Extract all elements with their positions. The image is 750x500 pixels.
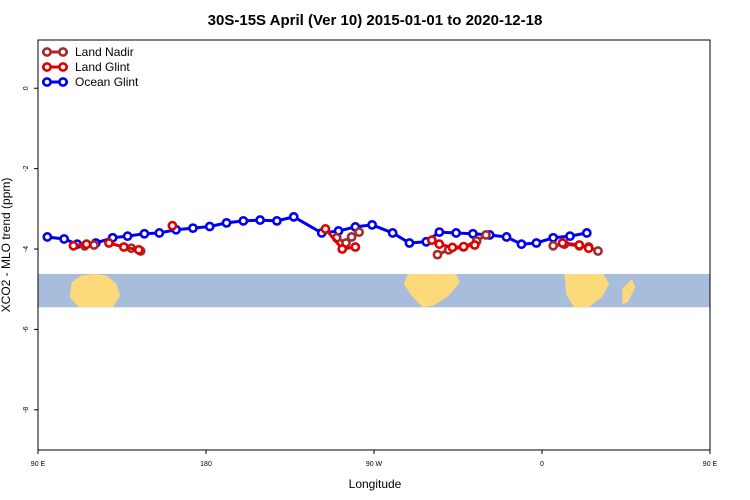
data-point-land-glint (118, 242, 129, 252)
data-point-ocean-glint (204, 221, 215, 232)
data-point-ocean-glint (42, 232, 53, 242)
data-point-land-glint (447, 242, 458, 253)
y-axis: 0 -2 -4 -6 -8 (23, 86, 38, 413)
legend-marker-land-nadir (58, 47, 68, 57)
data-point-land-glint (458, 241, 469, 252)
data-point-ocean-glint (404, 238, 415, 248)
land-africa (564, 273, 610, 308)
data-point-ocean-glint (122, 231, 133, 242)
series-land-glint (68, 220, 594, 255)
y-tick-label: -4 (23, 246, 30, 252)
legend-label-land-glint: Land Glint (75, 60, 130, 74)
x-tick-label: 90 E (31, 461, 46, 468)
data-point-land-glint (426, 235, 437, 246)
data-point-ocean-glint (565, 231, 575, 242)
data-point-ocean-glint (154, 228, 165, 238)
x-axis: 90 E 180 90 W 0 90 E (31, 450, 718, 468)
data-point-ocean-glint (581, 228, 592, 238)
ocean-band (38, 273, 710, 308)
data-point-ocean-glint (238, 215, 249, 226)
x-tick-label: 0 (540, 461, 544, 468)
legend-marker-land-glint (42, 62, 52, 72)
y-tick-label: -2 (23, 165, 30, 171)
data-point-ocean-glint (288, 211, 299, 222)
legend-marker-land-glint (58, 62, 68, 72)
data-point-ocean-glint (516, 239, 527, 250)
chart-title: 30S-15S April (Ver 10) 2015-01-01 to 202… (208, 12, 543, 29)
legend-label-land-nadir: Land Nadir (75, 45, 134, 59)
data-point-ocean-glint (139, 228, 150, 239)
legend-label-ocean-glint: Ocean Glint (75, 75, 139, 89)
data-point-land-glint (167, 220, 178, 231)
y-tick-label: -8 (23, 407, 30, 413)
data-point-land-glint (574, 240, 585, 250)
data-point-land-glint (557, 238, 568, 248)
data-point-land-glint (434, 239, 445, 250)
x-tick-label: 180 (200, 461, 212, 468)
legend-item-land-nadir: Land Nadir (42, 45, 134, 59)
data-point-ocean-glint (468, 228, 478, 239)
legend-marker-ocean-glint (58, 77, 68, 87)
series-ocean-glint (42, 211, 592, 250)
land-australia (69, 273, 121, 308)
data-point-land-glint (68, 240, 79, 251)
y-tick-label: -6 (23, 326, 30, 332)
data-point-ocean-glint (255, 215, 266, 225)
data-point-land-nadir (346, 232, 357, 242)
data-point-ocean-glint (387, 228, 398, 238)
x-tick-label: 90 W (366, 461, 383, 468)
data-point-land-nadir (481, 230, 491, 240)
data-point-ocean-glint (548, 232, 559, 243)
data-point-ocean-glint (367, 220, 378, 230)
land-south-america (403, 273, 460, 308)
legend-marker-ocean-glint (42, 77, 52, 87)
data-point-land-glint (337, 244, 348, 254)
data-point-land-glint (104, 238, 114, 248)
data-point-land-nadir (89, 240, 99, 250)
data-point-ocean-glint (221, 217, 232, 228)
data-point-ocean-glint (451, 228, 462, 238)
data-point-ocean-glint (272, 215, 282, 226)
series-layer (42, 211, 603, 260)
data-point-ocean-glint (531, 238, 542, 248)
data-point-ocean-glint (188, 223, 198, 234)
y-tick-label: 0 (23, 86, 30, 90)
world-map-band (38, 273, 710, 308)
legend-item-ocean-glint: Ocean Glint (42, 75, 139, 89)
data-point-land-glint (320, 224, 331, 234)
legend-marker-land-nadir (42, 47, 52, 57)
data-point-land-glint (583, 243, 594, 254)
data-point-land-glint (133, 244, 144, 255)
data-point-land-nadir (354, 227, 364, 238)
data-point-land-glint (350, 242, 361, 252)
data-point-land-glint (81, 239, 92, 250)
data-point-ocean-glint (434, 227, 445, 238)
data-point-land-nadir (593, 246, 603, 256)
data-point-ocean-glint (501, 232, 512, 242)
x-tick-label: 90 E (703, 461, 718, 468)
data-point-land-nadir (548, 240, 559, 251)
y-axis-label: XCO2 - MLO trend (ppm) (0, 178, 13, 313)
data-point-land-nadir (432, 249, 443, 260)
legend-item-land-glint: Land Glint (42, 60, 130, 74)
data-point-ocean-glint (59, 234, 70, 244)
x-axis-label: Longitude (349, 477, 402, 491)
data-point-land-glint (469, 240, 480, 250)
land-madagascar (622, 278, 636, 304)
